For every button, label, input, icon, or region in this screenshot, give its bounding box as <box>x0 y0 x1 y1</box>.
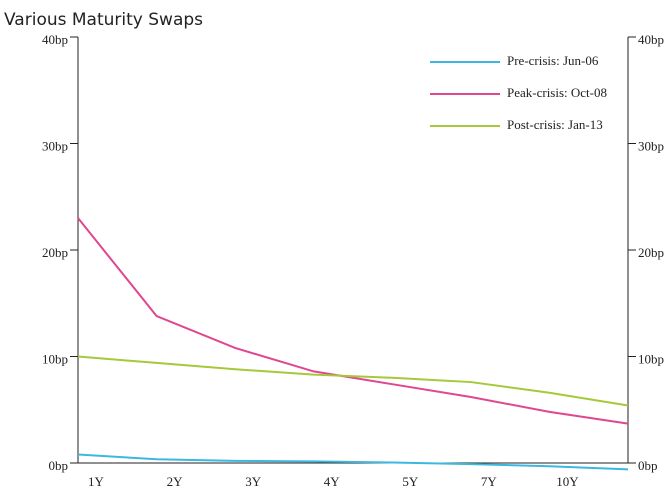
y-tick-label: 0bp <box>49 458 69 473</box>
y-tick-label: 10bp <box>42 351 68 366</box>
y2-tick-label: 40bp <box>638 32 664 47</box>
y2-tick-label: 0bp <box>638 458 658 473</box>
x-tick-label: 5Y <box>402 474 419 489</box>
legend-label: Post-crisis: Jan-13 <box>507 117 603 132</box>
y-tick-label: 40bp <box>42 32 68 47</box>
legend-label: Pre-crisis: Jun-06 <box>507 53 599 68</box>
y-tick-label: 20bp <box>42 245 68 260</box>
x-tick-label: 10Y <box>556 474 579 489</box>
chart-title: Various Maturity Swaps <box>4 10 203 30</box>
y-tick-label: 30bp <box>42 138 68 153</box>
y2-tick-label: 30bp <box>638 138 664 153</box>
x-tick-label: 4Y <box>324 474 341 489</box>
series-line <box>77 217 629 425</box>
y2-tick-label: 20bp <box>638 245 664 260</box>
y2-tick-label: 10bp <box>638 351 664 366</box>
series-line <box>77 453 629 471</box>
x-tick-label: 2Y <box>167 474 184 489</box>
series-line <box>77 355 629 407</box>
x-tick-label: 3Y <box>245 474 262 489</box>
x-tick-label: 7Y <box>481 474 498 489</box>
x-tick-label: 1Y <box>88 474 105 489</box>
legend-label: Peak-crisis: Oct-08 <box>507 85 607 100</box>
